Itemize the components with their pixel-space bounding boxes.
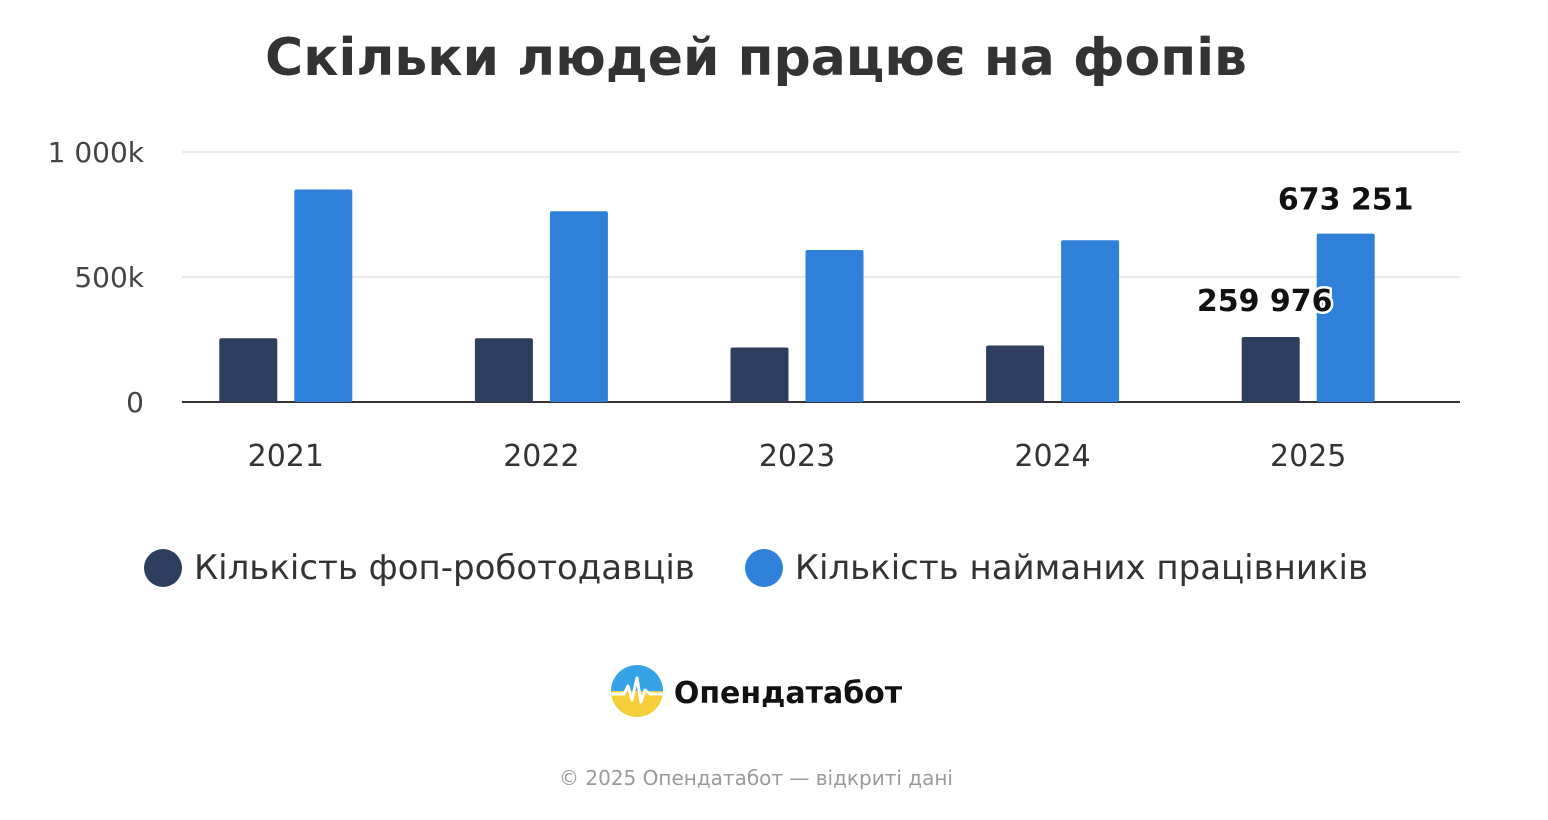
data-label: 259 976 bbox=[1197, 284, 1333, 319]
bar-employees-2023 bbox=[805, 250, 864, 402]
legend-label-employees: Кількість найманих працівників bbox=[794, 548, 1369, 588]
legend-item-employees: Кількість найманих працівників bbox=[744, 548, 1369, 588]
x-tick-label: 2024 bbox=[1014, 439, 1090, 474]
data-label: 673 251 bbox=[1278, 183, 1414, 218]
x-tick-label: 2021 bbox=[248, 439, 324, 474]
bar-employers-2023 bbox=[730, 347, 789, 402]
bar-employees-2025 bbox=[1316, 233, 1375, 402]
brand-name: Опендатабот bbox=[673, 676, 903, 711]
chart-title: Скільки людей працює на фопів bbox=[265, 28, 1247, 88]
x-tick-label: 2023 bbox=[759, 439, 835, 474]
legend-item-employers: Кількість фоп-роботодавців bbox=[143, 548, 695, 588]
y-tick-label: 500k bbox=[74, 261, 144, 294]
bar-employers-2022 bbox=[474, 338, 533, 402]
legend: Кількість фоп-роботодавців Кількість най… bbox=[0, 548, 1512, 588]
bar-employers-2021 bbox=[219, 338, 278, 402]
bar-employers-2024 bbox=[986, 345, 1045, 402]
legend-marker-employees bbox=[744, 549, 783, 587]
bar-employees-2022 bbox=[549, 211, 608, 402]
x-tick-label: 2022 bbox=[503, 439, 579, 474]
legend-marker-employers bbox=[143, 549, 182, 587]
opendatabot-logo-icon bbox=[610, 664, 664, 723]
bar-employees-2024 bbox=[1061, 240, 1120, 402]
x-tick-label: 2025 bbox=[1270, 439, 1346, 474]
bar-employees-2021 bbox=[294, 189, 353, 402]
y-tick-label: 1 000k bbox=[48, 136, 145, 169]
bar-chart: 0 500k 1 000k 2021 2022 2023 2024 2025 259 976 67… bbox=[48, 136, 1460, 474]
y-tick-label: 0 bbox=[126, 386, 144, 419]
legend-label-employers: Кількість фоп-роботодавців bbox=[193, 548, 695, 588]
footer-copyright: © 2025 Опендатабот — відкриті дані bbox=[559, 766, 953, 790]
brand: Опендатабот bbox=[0, 664, 1512, 723]
bar-employers-2025 bbox=[1241, 337, 1300, 402]
